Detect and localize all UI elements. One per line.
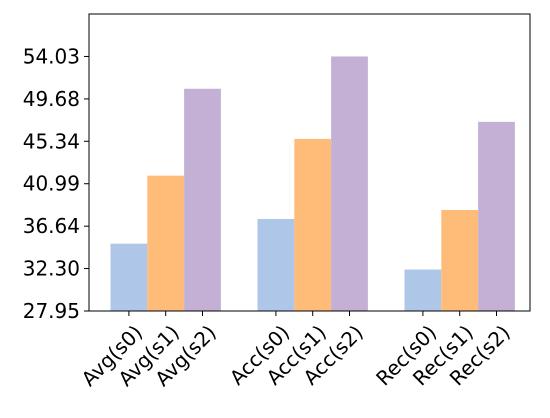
y-tick-label: 49.68 [23, 87, 80, 111]
bar [441, 209, 479, 311]
y-tick-label: 40.99 [23, 172, 80, 196]
y-tick-label: 54.03 [23, 44, 80, 68]
bars-layer [110, 56, 515, 312]
bar [184, 88, 221, 311]
bar [478, 121, 515, 311]
y-tick-label: 45.34 [23, 129, 80, 153]
bar [331, 56, 368, 312]
y-tick-label: 36.64 [23, 214, 80, 238]
bar [404, 269, 442, 311]
bar [110, 243, 148, 311]
plot-frame [88, 13, 531, 312]
bar [257, 218, 295, 311]
y-axis: 27.95 32.30 36.64 40.99 45.34 49.68 54.03 [23, 44, 89, 323]
x-axis: Avg(s0)Avg(s1)Avg(s2) Acc(s0)Acc(s1)Acc(s… [77, 311, 515, 391]
bar [147, 175, 185, 311]
y-tick-label: 32.30 [23, 257, 80, 281]
y-tick-label: 27.95 [23, 299, 80, 323]
bar [294, 138, 332, 311]
